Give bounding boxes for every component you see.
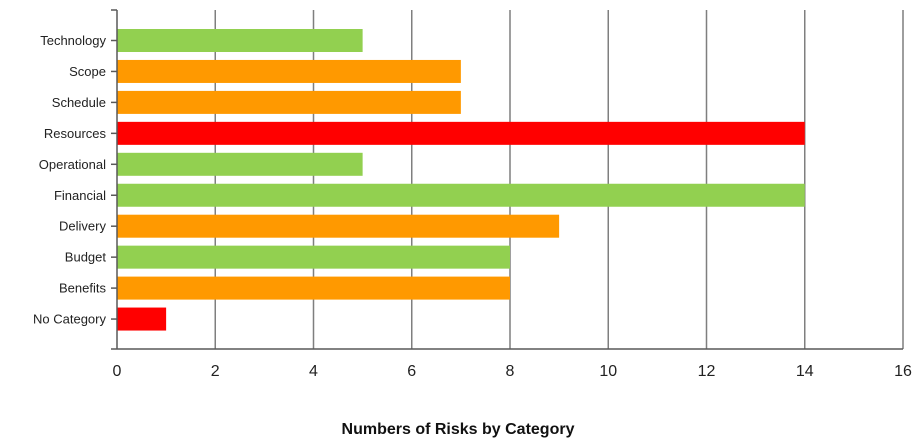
x-tick-label: 8 bbox=[506, 363, 515, 380]
x-tick-label: 12 bbox=[698, 363, 716, 380]
x-tick-label: 6 bbox=[407, 363, 416, 380]
bar-technology bbox=[117, 29, 363, 52]
category-label: Schedule bbox=[52, 95, 106, 110]
category-label: Benefits bbox=[59, 281, 106, 296]
x-tick-label: 4 bbox=[309, 363, 318, 380]
x-tick-label: 14 bbox=[796, 363, 814, 380]
x-tick-label: 16 bbox=[894, 363, 912, 380]
x-tick-label: 0 bbox=[113, 363, 122, 380]
bar-no-category bbox=[117, 307, 167, 331]
bars bbox=[117, 29, 805, 331]
bar-delivery bbox=[117, 214, 560, 238]
category-label: Financial bbox=[54, 188, 106, 203]
x-tick-label: 2 bbox=[211, 363, 220, 380]
category-label: Scope bbox=[69, 64, 106, 79]
bar-schedule bbox=[117, 90, 461, 114]
category-label: Budget bbox=[65, 250, 107, 265]
category-label: Technology bbox=[40, 33, 106, 48]
x-tick-label: 10 bbox=[599, 363, 617, 380]
category-label: No Category bbox=[33, 312, 106, 327]
bar-financial bbox=[117, 183, 805, 207]
chart-title: Numbers of Risks by Category bbox=[342, 421, 575, 438]
bar-budget bbox=[117, 245, 510, 269]
bar-scope bbox=[117, 59, 461, 83]
category-label: Delivery bbox=[59, 219, 106, 234]
bar-resources bbox=[117, 121, 805, 145]
bar-benefits bbox=[117, 276, 510, 300]
axes bbox=[111, 9, 903, 350]
category-label: Resources bbox=[44, 126, 107, 141]
category-label: Operational bbox=[39, 157, 106, 172]
labels: 0 2 4 6 8 10 12 14 16 Technology Scope Schedule Reso… bbox=[33, 33, 912, 380]
bar-operational bbox=[117, 152, 363, 176]
